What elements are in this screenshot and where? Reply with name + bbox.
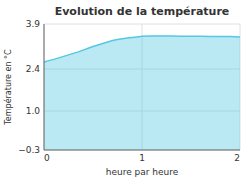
- chart: −0.3 1.0 2.4 3.9 0 1 2 Evolution de la températ…: [0, 0, 250, 188]
- y-tick-label: 2.4: [26, 64, 41, 74]
- plot-area: [44, 36, 240, 150]
- grid-line: [44, 24, 45, 150]
- y-axis-label: Température en °C: [3, 49, 13, 126]
- area: [44, 36, 240, 150]
- x-tick-label: 2: [234, 153, 240, 163]
- y-tick-label: 3.9: [26, 19, 41, 29]
- y-axis: [44, 24, 45, 150]
- x-tick-label: 1: [139, 153, 145, 163]
- x-tick-label: 0: [44, 153, 50, 163]
- grid: [44, 24, 240, 150]
- y-tick-label: −0.3: [18, 145, 40, 155]
- x-axis-label: heure par heure: [106, 167, 179, 177]
- title: Evolution de la température: [55, 5, 230, 18]
- line: [44, 36, 240, 62]
- y-tick-label: 1.0: [26, 106, 41, 116]
- grid-line: [44, 150, 240, 151]
- x-axis: [44, 150, 240, 151]
